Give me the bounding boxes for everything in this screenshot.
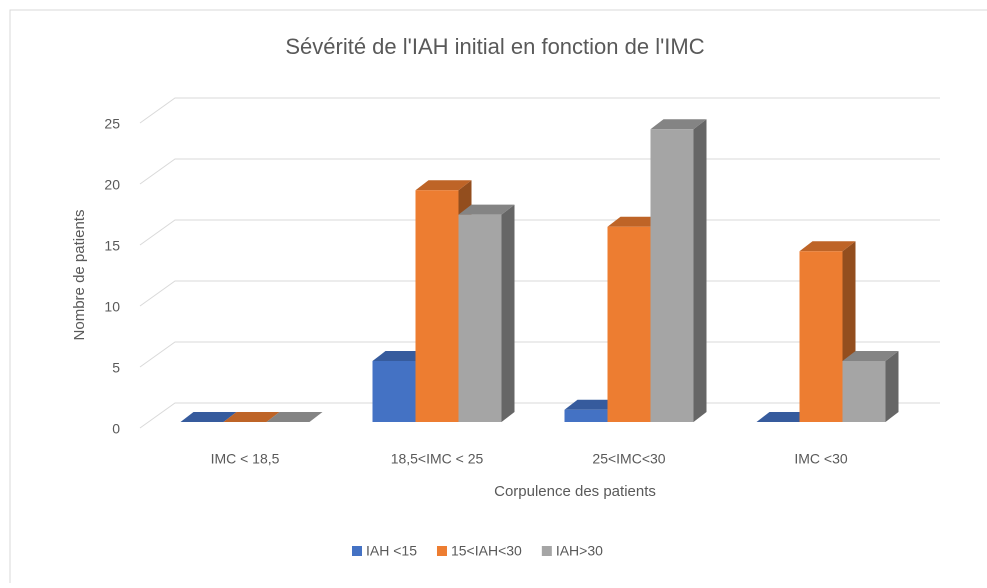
y-tick-label: 20 <box>104 177 120 193</box>
legend-swatch <box>541 546 552 556</box>
bar-side <box>693 119 707 422</box>
bar-top <box>756 412 813 422</box>
bar-top <box>458 204 515 215</box>
bar <box>650 119 707 422</box>
legend-label: 15<IAH<30 <box>451 543 522 559</box>
bar-front <box>842 361 886 422</box>
bar-side <box>885 351 899 422</box>
legend-label: IAH>30 <box>556 543 603 559</box>
x-tick-label: IMC < 18,5 <box>211 451 280 467</box>
bar-top <box>415 180 472 191</box>
bar-front <box>564 409 608 422</box>
bar <box>842 351 899 422</box>
bar-front <box>650 129 694 422</box>
bar-top <box>372 351 429 361</box>
bar <box>266 412 323 422</box>
bar-top <box>180 412 237 422</box>
bar-side <box>501 204 515 422</box>
y-tick-label: 10 <box>104 299 120 315</box>
bar-top <box>842 351 899 361</box>
bar <box>180 412 237 422</box>
bar-front <box>607 226 651 422</box>
bar <box>756 412 813 422</box>
legend-swatch <box>436 546 447 556</box>
y-tick-label: 5 <box>112 360 120 376</box>
legend-label: IAH <15 <box>366 543 417 559</box>
bar-top <box>650 119 707 130</box>
bar-top <box>799 241 856 252</box>
bar-top <box>223 412 280 422</box>
x-tick-label: IMC <30 <box>794 451 848 467</box>
y-axis-title: Nombre de patients <box>71 210 88 341</box>
bar-front <box>372 361 416 422</box>
bar <box>458 204 515 422</box>
bar-top <box>266 412 323 422</box>
bar <box>223 412 280 422</box>
legend-swatch <box>352 546 362 556</box>
y-tick-label: 0 <box>112 421 120 437</box>
bar-top <box>564 399 621 410</box>
x-tick-label: 18,5<IMC < 25 <box>391 451 484 467</box>
bar-front <box>415 190 459 422</box>
bar-front <box>458 214 502 422</box>
y-tick-label: 25 <box>104 116 120 132</box>
bar-front <box>799 251 843 422</box>
chart-title: Sévérité de l'IAH initial en fonction de… <box>285 34 704 59</box>
grid-line <box>139 97 940 124</box>
y-tick-label: 15 <box>104 238 120 254</box>
x-axis-title: Corpulence des patients <box>494 483 656 500</box>
bar-top <box>607 216 664 227</box>
x-tick-label: 25<IMC<30 <box>592 451 665 467</box>
